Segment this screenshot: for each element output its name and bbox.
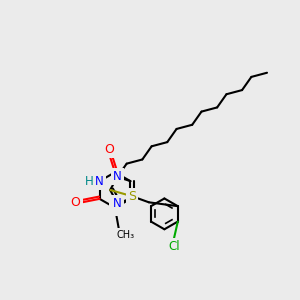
Text: CH₃: CH₃ xyxy=(116,230,134,240)
Text: N: N xyxy=(111,201,119,214)
Text: N: N xyxy=(95,175,104,188)
Text: S: S xyxy=(128,190,136,203)
Text: Cl: Cl xyxy=(168,240,180,253)
Text: O: O xyxy=(104,143,114,156)
Text: N: N xyxy=(113,197,122,210)
Text: N: N xyxy=(113,170,122,183)
Text: O: O xyxy=(70,196,80,209)
Text: H: H xyxy=(85,175,93,188)
